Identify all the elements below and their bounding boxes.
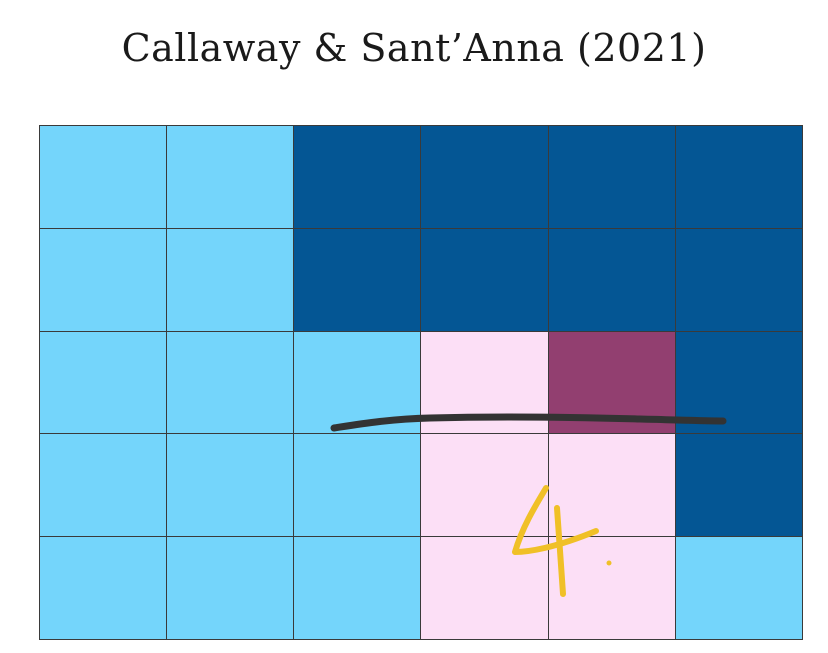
grid-cell: [421, 126, 549, 229]
slide-title: Callaway & Sant’Anna (2021): [121, 26, 707, 70]
grid-cell: [167, 228, 295, 332]
grid-cell: [167, 537, 295, 640]
cohort-grid: [39, 125, 803, 640]
grid-cell: [40, 331, 168, 435]
grid-cell: [675, 126, 803, 229]
grid-cell: [675, 434, 803, 538]
grid-cell: [40, 434, 168, 538]
grid-cell: [675, 537, 803, 640]
grid-cell: [167, 126, 295, 229]
grid-cell: [548, 228, 676, 332]
grid-cell: [548, 331, 676, 435]
grid-cell: [294, 126, 422, 229]
grid-cell: [421, 228, 549, 332]
grid-cell: [548, 434, 676, 538]
grid-cell: [167, 434, 295, 538]
grid-cell: [675, 228, 803, 332]
grid-cell: [40, 126, 168, 229]
grid-cell: [675, 331, 803, 435]
grid-cell: [421, 331, 549, 435]
grid-cell: [421, 537, 549, 640]
grid-cell: [40, 228, 168, 332]
grid-cell: [294, 434, 422, 538]
grid-cell: [421, 434, 549, 538]
grid-cell: [40, 537, 168, 640]
grid-cell: [548, 126, 676, 229]
grid-cell: [548, 537, 676, 640]
grid-cell: [294, 228, 422, 332]
grid-cell: [294, 331, 422, 435]
cohort-grid-diagram: [39, 125, 803, 640]
grid-cell: [167, 331, 295, 435]
grid-cell: [294, 537, 422, 640]
